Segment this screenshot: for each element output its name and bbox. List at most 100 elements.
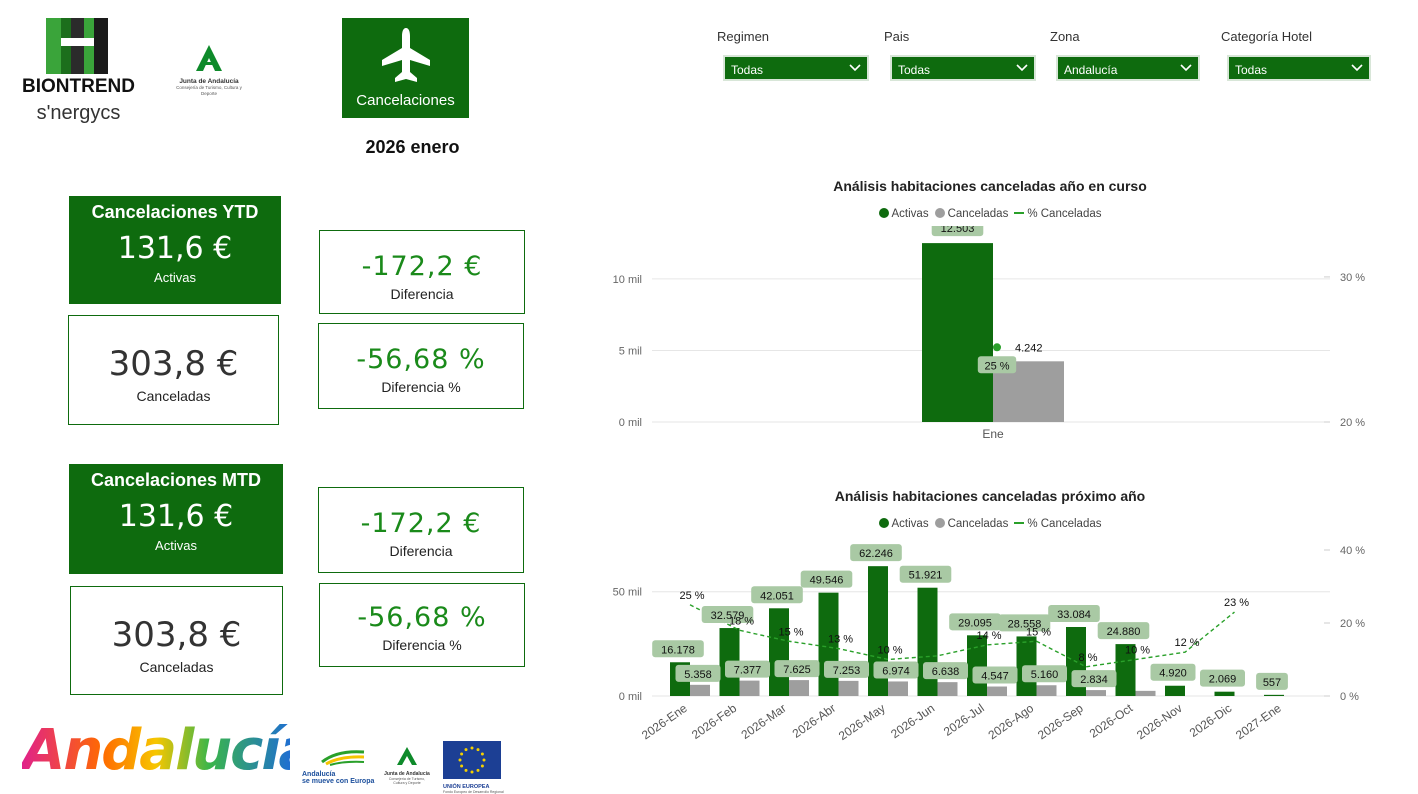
chart2-label-canceladas: 7.377 — [734, 665, 762, 677]
ytd-canceladas-card: 303,8 € Canceladas — [68, 315, 279, 425]
chart2-bar-canceladas — [739, 680, 760, 696]
chart2-label-activas: 2.069 — [1209, 674, 1237, 686]
chart2-bar-canceladas — [690, 684, 710, 696]
chart2-label-activas: 33.084 — [1057, 609, 1091, 621]
filter-regimen-dropdown[interactable]: Todas — [723, 55, 869, 81]
eu-star-icon — [464, 748, 468, 752]
filter-pais: Pais Todas — [884, 29, 1036, 81]
chart2-label-activas-bg — [1200, 669, 1245, 687]
chart2-label-pct: 8 % — [1079, 652, 1098, 664]
chart2-xtick: 2026-Mar — [739, 701, 789, 742]
eu-star-icon — [480, 764, 484, 768]
chart2-bar-canceladas — [789, 680, 809, 696]
chart2-plot: 0 mil 50 mil 0 % 20 % 40 % 16.178 5.358 25 % 202… — [613, 544, 1365, 743]
mtd-title: Cancelaciones MTD — [90, 470, 262, 490]
legend-pct-swatch — [1014, 212, 1025, 214]
chart2-label-canceladas-bg — [675, 664, 721, 682]
chart2-label-pct: 13 % — [828, 634, 853, 646]
chart2-xtick: 2026-Ene — [639, 701, 690, 743]
chart2-label-activas-bg — [998, 614, 1051, 632]
feder-stripes-icon — [321, 750, 365, 766]
chart2-y2tick: 20 % — [1340, 618, 1365, 630]
chart2-label-activas: 49.546 — [810, 575, 844, 587]
chart1-xtick: Ene — [982, 427, 1004, 441]
chart2-label-activas: 42.051 — [760, 590, 794, 602]
filter-zona: Zona Andalucía — [1050, 29, 1202, 81]
mtd-diff-label: Diferencia — [389, 543, 453, 559]
mtd-activas-value: 131,6 € — [118, 499, 234, 534]
chart2-xtick: 2026-Oct — [1087, 701, 1136, 741]
cancelaciones-tile-label: Cancelaciones — [356, 92, 455, 109]
mtd-activas-card: Cancelaciones MTD 131,6 € Activas — [69, 464, 283, 574]
airplane-icon — [382, 28, 430, 82]
eu-star-icon — [482, 758, 486, 762]
chart1-label-pct-bg — [977, 356, 1017, 374]
chart1-label-pct: 25 % — [984, 360, 1009, 372]
mtd-canceladas-label: Canceladas — [139, 659, 214, 675]
chart2-xtick: 2026-Jun — [888, 701, 937, 741]
chevron-down-icon — [1351, 64, 1363, 72]
legend-activas: Activas — [878, 518, 929, 530]
ytd-title: Cancelaciones YTD — [91, 202, 259, 222]
chart2-label-activas-bg — [1256, 672, 1288, 690]
chart2-label-canceladas: 5.160 — [1031, 669, 1059, 681]
eu-star-icon — [458, 758, 462, 762]
chart2-label-pct: 25 % — [679, 590, 704, 602]
chart1-label-activas-bg — [931, 226, 984, 237]
chart2-label-activas: 28.558 — [1008, 618, 1042, 630]
filter-pais-dropdown[interactable]: Todas — [890, 55, 1036, 81]
chart2-label-activas: 16.178 — [661, 644, 695, 656]
ytd-diff-value: -172,2 € — [361, 251, 483, 282]
chart2-ytick: 50 mil — [613, 587, 642, 599]
junta-emblem-icon — [196, 45, 222, 71]
eu-star-icon — [464, 768, 468, 772]
chart2-y2tick: 0 % — [1340, 691, 1359, 703]
chart1-ytick: 0 mil — [619, 417, 642, 429]
chart2-bar-canceladas — [838, 680, 859, 696]
eu-star-icon — [480, 752, 484, 756]
ytd-activas-label: Activas — [154, 270, 196, 285]
chart2-label-activas: 32.579 — [711, 610, 745, 622]
ytd-diffpct-label: Diferencia % — [381, 379, 461, 395]
chart2-label-pct: 15 % — [778, 626, 803, 638]
chart2-legend: Activas Canceladas % Canceladas — [600, 518, 1380, 530]
mtd-diff-value: -172,2 € — [360, 508, 482, 539]
chart2-bar-canceladas — [1135, 690, 1156, 696]
chart2-label-canceladas-bg — [725, 660, 770, 678]
eu-name: UNIÓN EUROPEA — [443, 784, 490, 790]
chart2-label-pct: 14 % — [976, 630, 1001, 642]
filter-zona-value: Andalucía — [1064, 63, 1118, 77]
chart1-y2tick: 30 % — [1340, 272, 1365, 284]
mtd-diff-card: -172,2 € Diferencia — [318, 487, 524, 573]
chart2-label-pct: 10 % — [1125, 645, 1150, 657]
chart2-label-pct: 23 % — [1224, 597, 1249, 609]
chart1-plot: 0 mil 5 mil 10 mil 20 % 30 % 12.503 4.242 25 % E… — [613, 226, 1365, 441]
chart1-title: Análisis habitaciones canceladas año en … — [833, 178, 1147, 194]
synergycs-wordmark: s'nergycs — [36, 102, 121, 124]
chart2-xtick: 2026-Abr — [790, 701, 838, 741]
legend-activas-label: Activas — [891, 518, 929, 530]
eu-logo: UNIÓN EUROPEA Fondo Europeo de Desarroll… — [443, 741, 504, 794]
chart2-label-canceladas: 4.547 — [981, 671, 1009, 683]
chart2-label-canceladas: 7.625 — [783, 664, 811, 676]
filter-categoria-label: Categoría Hotel — [1221, 29, 1313, 44]
legend-canceladas: Canceladas — [934, 208, 1008, 220]
chart2-label-canceladas-bg — [1022, 665, 1067, 683]
mtd-activas-label: Activas — [155, 538, 197, 553]
chart1-pct-point — [993, 343, 1001, 352]
filter-zona-dropdown[interactable]: Andalucía — [1056, 55, 1200, 81]
filter-pais-label: Pais — [884, 29, 910, 44]
cancelaciones-tile[interactable]: Cancelaciones — [342, 18, 469, 118]
legend-activas-swatch — [878, 208, 889, 218]
legend-activas: Activas — [878, 208, 929, 220]
junta-bottom-name: Junta de Andalucía — [384, 771, 430, 777]
filter-regimen-value: Todas — [731, 63, 764, 77]
chart2-label-canceladas-bg — [873, 661, 919, 679]
ytd-canceladas-value: 303,8 € — [108, 344, 239, 384]
chart2-bar-activas — [1214, 691, 1235, 696]
chart2-label-activas: 62.246 — [859, 548, 893, 560]
chart2-label-pct: 15 % — [1026, 626, 1051, 638]
legend-canceladas-swatch — [934, 208, 945, 218]
filter-categoria-dropdown[interactable]: Todas — [1227, 55, 1371, 81]
chart2-label-canceladas: 6.638 — [932, 666, 960, 678]
